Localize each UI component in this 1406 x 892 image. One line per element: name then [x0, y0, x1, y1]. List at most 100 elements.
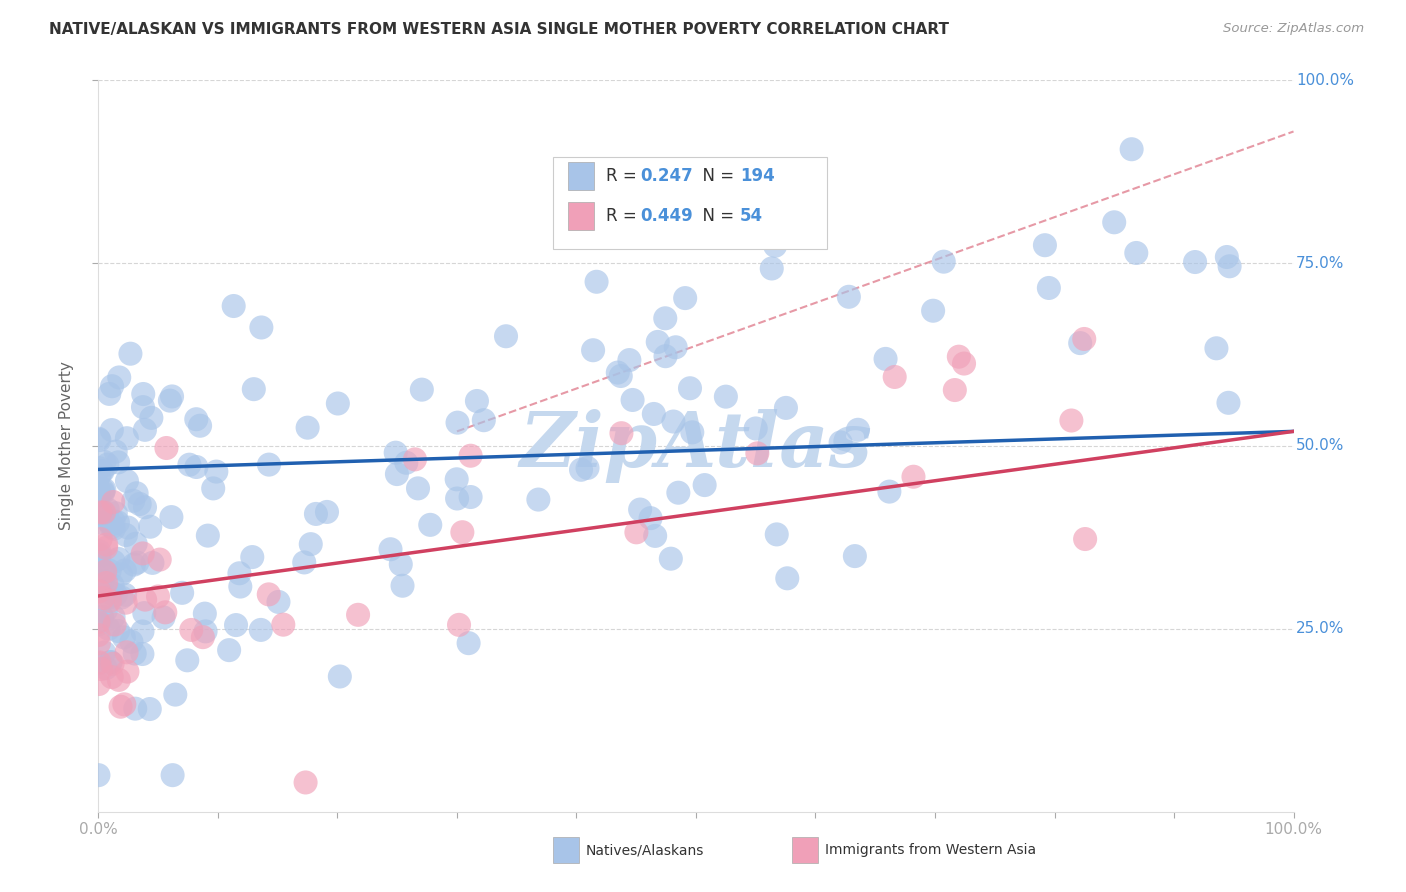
Point [681, 425, 703, 440]
Point [115, 645, 138, 659]
Point [89, 505, 111, 519]
Point [385, 467, 408, 481]
Text: 0.449: 0.449 [640, 207, 693, 225]
Point [94, 604, 117, 618]
Point [115, 528, 138, 542]
Point [1074, 532, 1097, 546]
Point [101, 578, 124, 592]
Point [1121, 142, 1143, 156]
Text: Natives/Alaskans: Natives/Alaskans [586, 844, 704, 857]
Point [89, 544, 111, 558]
Point [1205, 341, 1227, 355]
Point [665, 340, 688, 354]
Point [271, 617, 294, 632]
Point [125, 486, 148, 500]
Point [101, 423, 124, 437]
Point [97, 622, 120, 636]
Point [139, 702, 162, 716]
Point [292, 556, 315, 570]
Point [122, 493, 145, 508]
Point [297, 420, 319, 434]
Text: R =: R = [606, 207, 643, 225]
Point [1033, 238, 1056, 252]
Point [943, 383, 966, 397]
Point [714, 390, 737, 404]
Point [621, 392, 644, 407]
Point [87, 506, 110, 520]
Point [112, 631, 135, 645]
Point [1069, 336, 1091, 351]
Point [693, 478, 716, 492]
Point [389, 558, 412, 572]
Point [1060, 413, 1083, 427]
Point [932, 254, 955, 268]
Point [922, 303, 945, 318]
Point [229, 580, 252, 594]
Point [103, 514, 125, 528]
Point [451, 525, 474, 540]
Point [89, 461, 111, 475]
Point [186, 460, 208, 475]
Point [879, 484, 901, 499]
Point [838, 290, 860, 304]
Point [93, 645, 115, 659]
Point [89, 433, 111, 447]
Point [94, 576, 117, 591]
Point [134, 606, 156, 620]
Point [141, 556, 163, 570]
Point [132, 400, 155, 414]
Point [87, 617, 110, 632]
Point [569, 463, 592, 477]
Text: ZipAtlas: ZipAtlas [520, 409, 872, 483]
Point [460, 490, 482, 504]
Point [104, 588, 127, 602]
Point [775, 401, 797, 415]
Point [131, 624, 153, 639]
Point [87, 677, 110, 691]
Point [1184, 255, 1206, 269]
Text: 54: 54 [740, 207, 763, 225]
Point [96, 538, 118, 552]
Point [93, 483, 115, 497]
Point [122, 558, 145, 572]
Point [225, 618, 247, 632]
Point [139, 519, 162, 533]
Point [205, 465, 228, 479]
Y-axis label: Single Mother Poverty: Single Mother Poverty [59, 361, 75, 531]
Text: 100.0%: 100.0% [1296, 73, 1354, 87]
Point [576, 461, 599, 475]
Point [104, 617, 127, 632]
Point [134, 592, 156, 607]
Point [107, 455, 129, 469]
Point [610, 369, 633, 384]
Point [89, 574, 111, 589]
Point [91, 610, 114, 624]
Point [747, 446, 769, 460]
Point [155, 605, 177, 619]
Point [679, 381, 702, 395]
Text: R =: R = [606, 168, 643, 186]
Point [110, 567, 132, 582]
Text: 25.0%: 25.0% [1296, 622, 1344, 636]
Point [179, 458, 201, 472]
Point [875, 351, 897, 366]
Point [257, 587, 280, 601]
Point [124, 701, 146, 715]
Point [654, 311, 676, 326]
Point [98, 591, 121, 605]
Point [91, 464, 114, 478]
Point [249, 623, 271, 637]
Point [761, 261, 783, 276]
Point [89, 656, 111, 670]
Point [1102, 215, 1125, 229]
Point [666, 485, 689, 500]
Point [120, 347, 142, 361]
Text: Immigrants from Western Asia: Immigrants from Western Asia [825, 844, 1036, 857]
Point [98, 594, 121, 608]
FancyBboxPatch shape [568, 162, 595, 190]
Point [108, 673, 131, 687]
Point [132, 546, 155, 560]
Point [637, 183, 659, 197]
FancyBboxPatch shape [568, 202, 595, 230]
Point [844, 549, 866, 563]
